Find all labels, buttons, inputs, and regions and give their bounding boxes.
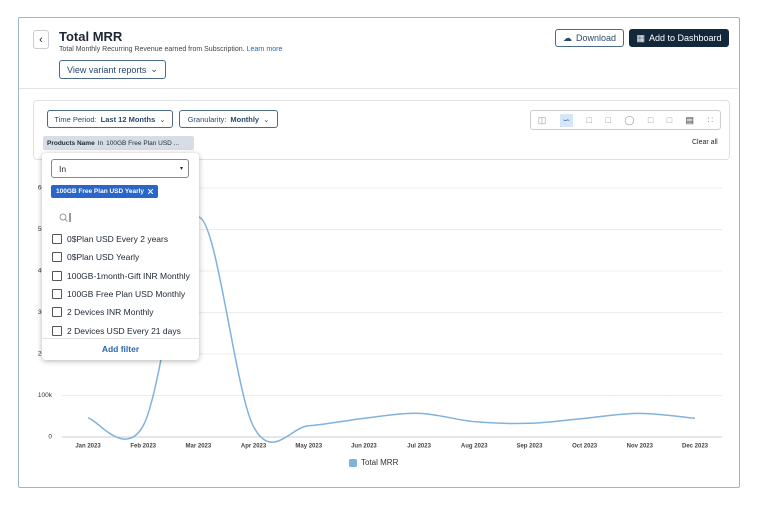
option-label: 100GB Free Plan USD Monthly	[67, 288, 186, 299]
option[interactable]: 100GB-1month-Gift INR Monthly	[52, 270, 190, 281]
legend-label: Total MRR	[361, 458, 399, 467]
option[interactable]: 0$Plan USD Every 2 years	[52, 234, 168, 244]
x-tick-label: Oct 2023	[572, 444, 598, 450]
y-tick-label: 100k	[38, 392, 53, 399]
add-dashboard-label: Add to Dashboard	[648, 33, 722, 43]
add-dashboard-button[interactable]: ▦ Add to Dashboard	[629, 29, 729, 47]
option[interactable]: 2 Devices USD Every 21 days	[52, 325, 181, 336]
x-tick-label: Jun 2023	[351, 444, 377, 450]
option-label: 2 Devices USD Every 21 days	[67, 325, 181, 336]
operator-select[interactable]: In ▾	[51, 159, 189, 178]
option-label: 100GB-1month-Gift INR Monthly	[67, 270, 190, 281]
download-button[interactable]: ☁ Download	[555, 29, 624, 47]
add-filter[interactable]: Add filter	[101, 344, 140, 354]
back-button[interactable]: ‹	[33, 30, 49, 49]
download-label: Download	[575, 33, 617, 43]
time-label: Time Period:	[54, 114, 97, 124]
x-tick-label: Jan 2023	[75, 444, 101, 450]
filter-chip[interactable]: Products Name In 100GB Free Plan USD ...	[43, 136, 194, 150]
x-tick-label: Aug 2023	[461, 444, 488, 450]
x-tick-label: Nov 2023	[627, 444, 654, 450]
checkbox[interactable]	[52, 252, 62, 263]
gran-label: Granularity:	[187, 114, 227, 124]
filter-panel	[33, 100, 730, 160]
granularity-button[interactable]: Granularity: Monthly ⌄	[179, 110, 278, 128]
learn-more[interactable]: Learn more	[246, 46, 283, 53]
option-label: 0$Plan USD Yearly	[67, 252, 140, 263]
x-tick-label: Apr 2023	[241, 444, 267, 450]
tag-remove[interactable]	[148, 189, 154, 194]
divider	[42, 338, 199, 339]
option[interactable]: 0$Plan USD Yearly	[52, 252, 140, 263]
variant-button[interactable]: View variant reports ⌄	[59, 60, 166, 79]
chip-field: Products Name	[47, 139, 95, 147]
x-tick-label: Feb 2023	[130, 444, 156, 450]
x-tick-label: Sep 2023	[516, 444, 543, 450]
title: Total MRR	[59, 29, 123, 44]
x-tick-label: May 2023	[295, 444, 322, 450]
chip-op: In	[97, 139, 104, 147]
clear-all[interactable]: Clear all	[692, 139, 718, 146]
option[interactable]: 100GB Free Plan USD Monthly	[52, 288, 186, 299]
x-tick-label: Jul 2023	[407, 444, 431, 450]
divider	[19, 88, 738, 89]
icon[interactable]: □	[666, 115, 673, 125]
subtitle: Total Monthly Recurring Revenue earned f…	[59, 46, 282, 53]
checkbox[interactable]	[52, 234, 62, 244]
chip-value: 100GB Free Plan USD ...	[106, 139, 180, 147]
icon[interactable]: □	[647, 115, 654, 125]
x-tick-label: Dec 2023	[682, 444, 709, 450]
x-tick-label: Mar 2023	[186, 444, 212, 450]
filter-dropdown: In ▾ 100GB Free Plan USD Yearly 0$Plan US…	[42, 153, 199, 360]
selected-tag[interactable]: 100GB Free Plan USD Yearly	[51, 185, 159, 198]
icon[interactable]: ∷	[707, 114, 714, 125]
y-tick-label: 0	[48, 434, 52, 441]
time-value: Last 12 Months	[100, 114, 156, 124]
checkbox[interactable]	[52, 288, 62, 299]
option[interactable]: 2 Devices INR Monthly	[52, 307, 154, 318]
icon-line[interactable]: ∽	[559, 113, 574, 127]
icon[interactable]: ◫	[537, 114, 547, 125]
option-label: 2 Devices INR Monthly	[67, 307, 154, 318]
checkbox[interactable]	[52, 307, 62, 318]
time-period-button[interactable]: Time Period: Last 12 Months ⌄	[47, 110, 173, 128]
option-label: 0$Plan USD Every 2 years	[67, 234, 169, 244]
subtitle-text: Total Monthly Recurring Revenue earned f…	[59, 46, 245, 53]
icon[interactable]: □	[586, 115, 593, 125]
operator-value: In	[59, 163, 67, 174]
variant-label: View variant reports	[67, 64, 147, 75]
card	[18, 17, 740, 488]
chart-type-toolbar: ◫ ∽ □ □ ◯ □ □ ▤ ∷	[530, 110, 721, 130]
legend-swatch	[349, 459, 357, 467]
checkbox[interactable]	[52, 270, 62, 281]
icon[interactable]: □	[605, 115, 611, 125]
checkbox[interactable]	[52, 325, 62, 336]
gran-value: Monthly	[230, 114, 260, 124]
tag-label: 100GB Free Plan USD Yearly	[56, 188, 145, 195]
icon[interactable]: ▤	[685, 114, 695, 125]
icon[interactable]: ◯	[624, 114, 635, 125]
search-icon	[59, 213, 71, 222]
